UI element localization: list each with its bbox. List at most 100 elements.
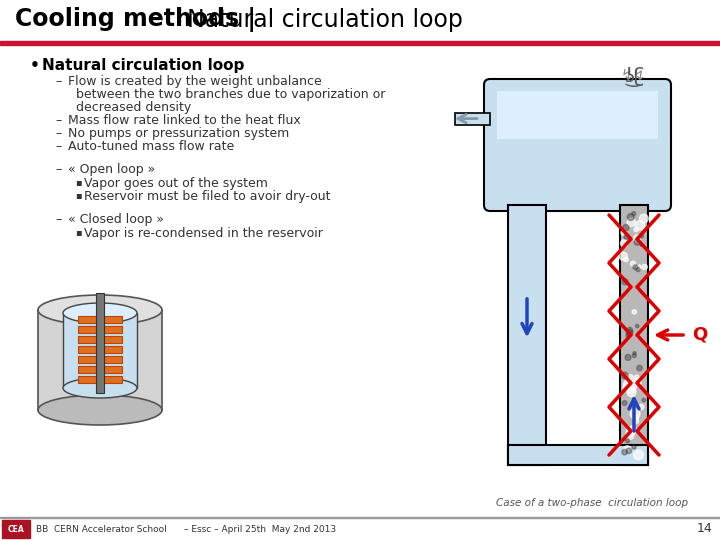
Text: Flow is created by the weight unbalance: Flow is created by the weight unbalance (68, 75, 322, 88)
Circle shape (630, 409, 640, 419)
Text: Vapor goes out of the system: Vapor goes out of the system (84, 177, 268, 190)
Ellipse shape (38, 295, 162, 325)
Circle shape (623, 384, 629, 390)
Circle shape (626, 329, 633, 336)
Circle shape (636, 265, 642, 269)
Circle shape (634, 418, 639, 423)
Circle shape (634, 227, 639, 232)
Circle shape (622, 279, 628, 285)
Circle shape (632, 310, 636, 314)
Bar (78, 356, 122, 363)
Text: –: – (55, 127, 61, 140)
FancyBboxPatch shape (484, 79, 671, 211)
Bar (2, 520, 30, 538)
Text: Natural circulation loop: Natural circulation loop (42, 58, 244, 73)
Circle shape (634, 450, 644, 460)
Text: Cooling methods |: Cooling methods | (15, 8, 264, 32)
Circle shape (627, 327, 633, 333)
Circle shape (642, 399, 646, 402)
Text: –: – (55, 75, 61, 88)
Ellipse shape (63, 378, 137, 398)
Text: –: – (55, 114, 61, 127)
Circle shape (623, 225, 629, 231)
Circle shape (632, 445, 636, 449)
Text: between the two branches due to vaporization or: between the two branches due to vaporiza… (76, 88, 385, 101)
Circle shape (636, 365, 642, 371)
Text: Q: Q (692, 325, 707, 343)
Bar (78, 336, 122, 343)
Circle shape (629, 426, 636, 433)
Circle shape (626, 448, 631, 454)
Circle shape (626, 375, 634, 383)
Bar (455, 113, 490, 125)
Bar (508, 445, 648, 465)
Text: Vapor is re-condensed in the reservoir: Vapor is re-condensed in the reservoir (84, 227, 323, 240)
Circle shape (626, 334, 630, 338)
Circle shape (639, 404, 644, 409)
Bar (508, 205, 546, 465)
Circle shape (639, 214, 648, 223)
Text: ʖ͜ʗ: ʖ͜ʗ (624, 67, 644, 87)
Bar (78, 366, 122, 373)
Circle shape (624, 446, 630, 451)
Text: CEA: CEA (8, 524, 24, 534)
Text: ▪: ▪ (75, 190, 81, 200)
Text: –: – (55, 140, 61, 153)
Circle shape (635, 220, 644, 230)
Circle shape (636, 268, 640, 272)
Text: « Closed loop »: « Closed loop » (68, 213, 164, 226)
Text: •: • (30, 58, 40, 73)
Text: Auto-tuned mass flow rate: Auto-tuned mass flow rate (68, 140, 234, 153)
Circle shape (632, 354, 636, 357)
Text: ▪: ▪ (75, 177, 81, 187)
Circle shape (621, 230, 626, 235)
Text: –: – (55, 163, 61, 176)
Circle shape (633, 352, 636, 355)
Circle shape (636, 325, 639, 328)
Text: 14: 14 (696, 523, 712, 536)
FancyBboxPatch shape (37, 310, 162, 410)
Ellipse shape (63, 303, 137, 323)
Circle shape (642, 265, 647, 269)
Bar (620, 205, 648, 465)
Bar (0, 41, 720, 45)
Text: Case of a two-phase  circulation loop: Case of a two-phase circulation loop (496, 498, 688, 508)
Circle shape (626, 438, 629, 443)
Text: Natural circulation loop: Natural circulation loop (187, 8, 463, 32)
Circle shape (624, 380, 631, 388)
Circle shape (627, 214, 634, 220)
Circle shape (631, 261, 636, 266)
Circle shape (634, 239, 640, 245)
Circle shape (627, 388, 636, 397)
Bar (497, 91, 658, 139)
Circle shape (626, 427, 636, 436)
Circle shape (629, 383, 636, 391)
Bar (0, 516, 720, 518)
Circle shape (631, 212, 636, 215)
Circle shape (624, 234, 629, 239)
Circle shape (633, 265, 638, 270)
Circle shape (634, 379, 641, 386)
Text: –: – (55, 213, 61, 226)
Circle shape (622, 401, 627, 406)
Text: Mass flow rate linked to the heat flux: Mass flow rate linked to the heat flux (68, 114, 301, 127)
Circle shape (640, 244, 643, 246)
Bar (63, 313, 137, 388)
Circle shape (627, 218, 636, 226)
Circle shape (621, 240, 628, 247)
Bar (96, 293, 104, 393)
Text: No pumps or pressurization system: No pumps or pressurization system (68, 127, 289, 140)
Circle shape (634, 235, 641, 241)
Bar (78, 326, 122, 333)
Bar (0, 0, 720, 40)
Bar (78, 316, 122, 323)
Circle shape (627, 386, 634, 394)
Circle shape (634, 375, 639, 380)
Text: ↯↯: ↯↯ (621, 68, 647, 83)
Bar (0, 518, 720, 540)
Text: Reservoir must be filed to avoir dry-out: Reservoir must be filed to avoir dry-out (84, 190, 330, 203)
Circle shape (624, 257, 629, 262)
Bar (78, 376, 122, 383)
Bar (78, 346, 122, 353)
Circle shape (634, 415, 639, 420)
